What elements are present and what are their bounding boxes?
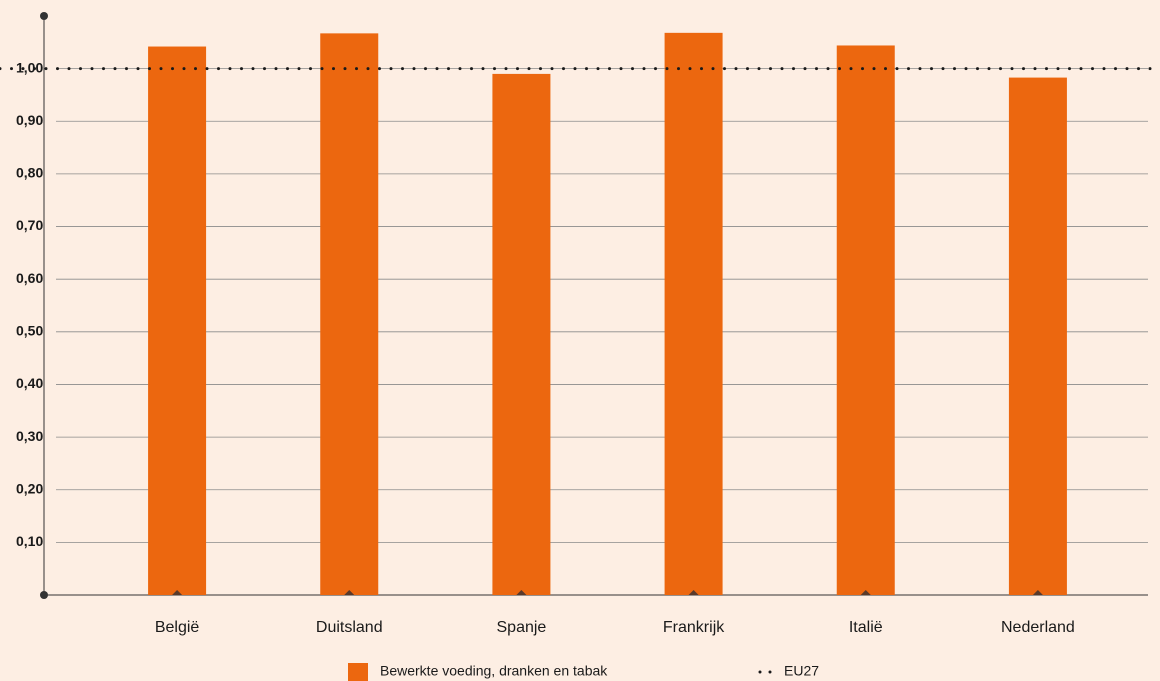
base-marker bbox=[516, 590, 527, 595]
y-tick-label: 0,30 bbox=[16, 428, 43, 444]
axis-end bbox=[40, 591, 48, 599]
base-marker bbox=[860, 590, 871, 595]
x-tick-label: Nederland bbox=[1001, 619, 1075, 636]
legend-swatch bbox=[348, 663, 368, 681]
tick-label-bg bbox=[14, 270, 56, 289]
base-marker bbox=[688, 590, 699, 595]
y-tick-label: 1,00 bbox=[16, 59, 43, 75]
y-tick-label: 0,10 bbox=[16, 533, 43, 549]
tick-label-bg bbox=[14, 428, 56, 447]
y-tick-label: 0,40 bbox=[16, 375, 43, 391]
x-tick-label: Italië bbox=[849, 619, 883, 636]
x-tick-label: België bbox=[155, 619, 200, 636]
y-tick-label: 0,80 bbox=[16, 165, 43, 181]
tick-label-bg bbox=[14, 375, 56, 394]
x-tick-label: Frankrijk bbox=[663, 619, 725, 636]
bar bbox=[836, 45, 895, 595]
y-tick-label: 0,50 bbox=[16, 323, 43, 339]
y-tick-label: 0,70 bbox=[16, 217, 43, 233]
axis-end bbox=[40, 12, 48, 20]
base-marker bbox=[172, 590, 183, 595]
y-tick-label: 0,20 bbox=[16, 480, 43, 496]
bar bbox=[492, 73, 551, 595]
x-tick-label: Duitsland bbox=[316, 619, 383, 636]
bar bbox=[320, 33, 379, 596]
x-tick-label: Spanje bbox=[497, 619, 547, 636]
y-tick-label: 0,90 bbox=[16, 112, 43, 128]
tick-label-bg bbox=[14, 480, 56, 499]
bar bbox=[1008, 77, 1067, 596]
bar bbox=[664, 32, 723, 596]
tick-label-bg bbox=[14, 164, 56, 183]
tick-label-bg bbox=[14, 533, 56, 552]
base-marker bbox=[1032, 590, 1043, 595]
legend-label: Bewerkte voeding, dranken en tabak bbox=[380, 663, 608, 679]
legend-label: EU27 bbox=[784, 663, 819, 679]
tick-label-bg bbox=[14, 112, 56, 131]
y-tick-label: 0,60 bbox=[16, 270, 43, 286]
tick-label-bg bbox=[14, 322, 56, 341]
tick-label-bg bbox=[14, 217, 56, 236]
base-marker bbox=[344, 590, 355, 595]
bar bbox=[148, 46, 207, 595]
